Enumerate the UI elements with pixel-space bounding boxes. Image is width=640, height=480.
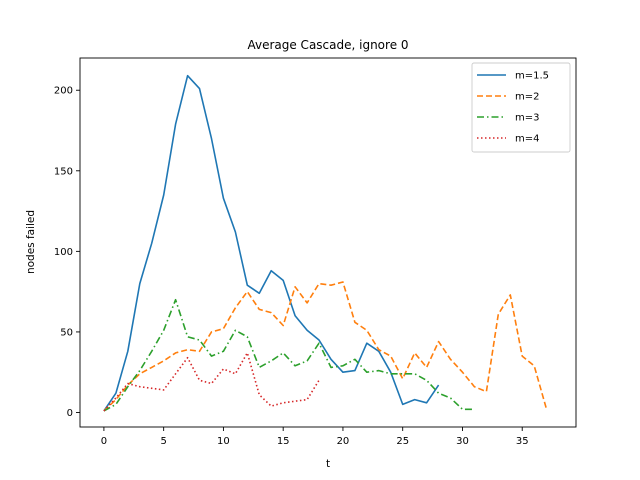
legend: m=1.5 m=2 m=3 m=4 — [471, 62, 571, 153]
legend-label: m=4 — [515, 134, 539, 145]
y-tick-label: 100 — [54, 247, 73, 258]
y-axis-label: nodes failed — [25, 210, 37, 274]
x-axis-label: t — [326, 458, 330, 470]
axes-layer — [79, 57, 577, 428]
x-tick-label: 30 — [456, 436, 469, 447]
y-tick-label: 200 — [54, 86, 73, 97]
x-axis-ticks: 0 5 10 15 20 25 30 35 — [101, 427, 529, 447]
y-tick-label: 0 — [67, 408, 73, 419]
series-line-m-1-5 — [103, 74, 440, 412]
plot-frame — [79, 57, 577, 428]
x-tick-label: 25 — [396, 436, 409, 447]
legend-box — [471, 62, 571, 153]
chart-title: Average Cascade, ignore 0 — [247, 38, 408, 52]
legend-label: m=1.5 — [515, 71, 549, 82]
series-layer — [103, 74, 547, 412]
x-tick-label: 35 — [516, 436, 529, 447]
y-tick-label: 50 — [60, 327, 73, 338]
legend-label: m=2 — [515, 92, 539, 103]
series-line-m-4 — [103, 352, 320, 412]
x-tick-label: 15 — [277, 436, 290, 447]
x-tick-label: 0 — [101, 436, 107, 447]
series-line-m-2 — [103, 281, 547, 412]
y-axis-ticks: 0 50 100 150 200 — [54, 86, 80, 419]
legend-label: m=3 — [515, 113, 539, 124]
x-tick-label: 10 — [217, 436, 230, 447]
series-line-m-3 — [103, 298, 475, 412]
x-tick-label: 5 — [160, 436, 166, 447]
x-tick-label: 20 — [337, 436, 350, 447]
y-tick-label: 150 — [54, 166, 73, 177]
